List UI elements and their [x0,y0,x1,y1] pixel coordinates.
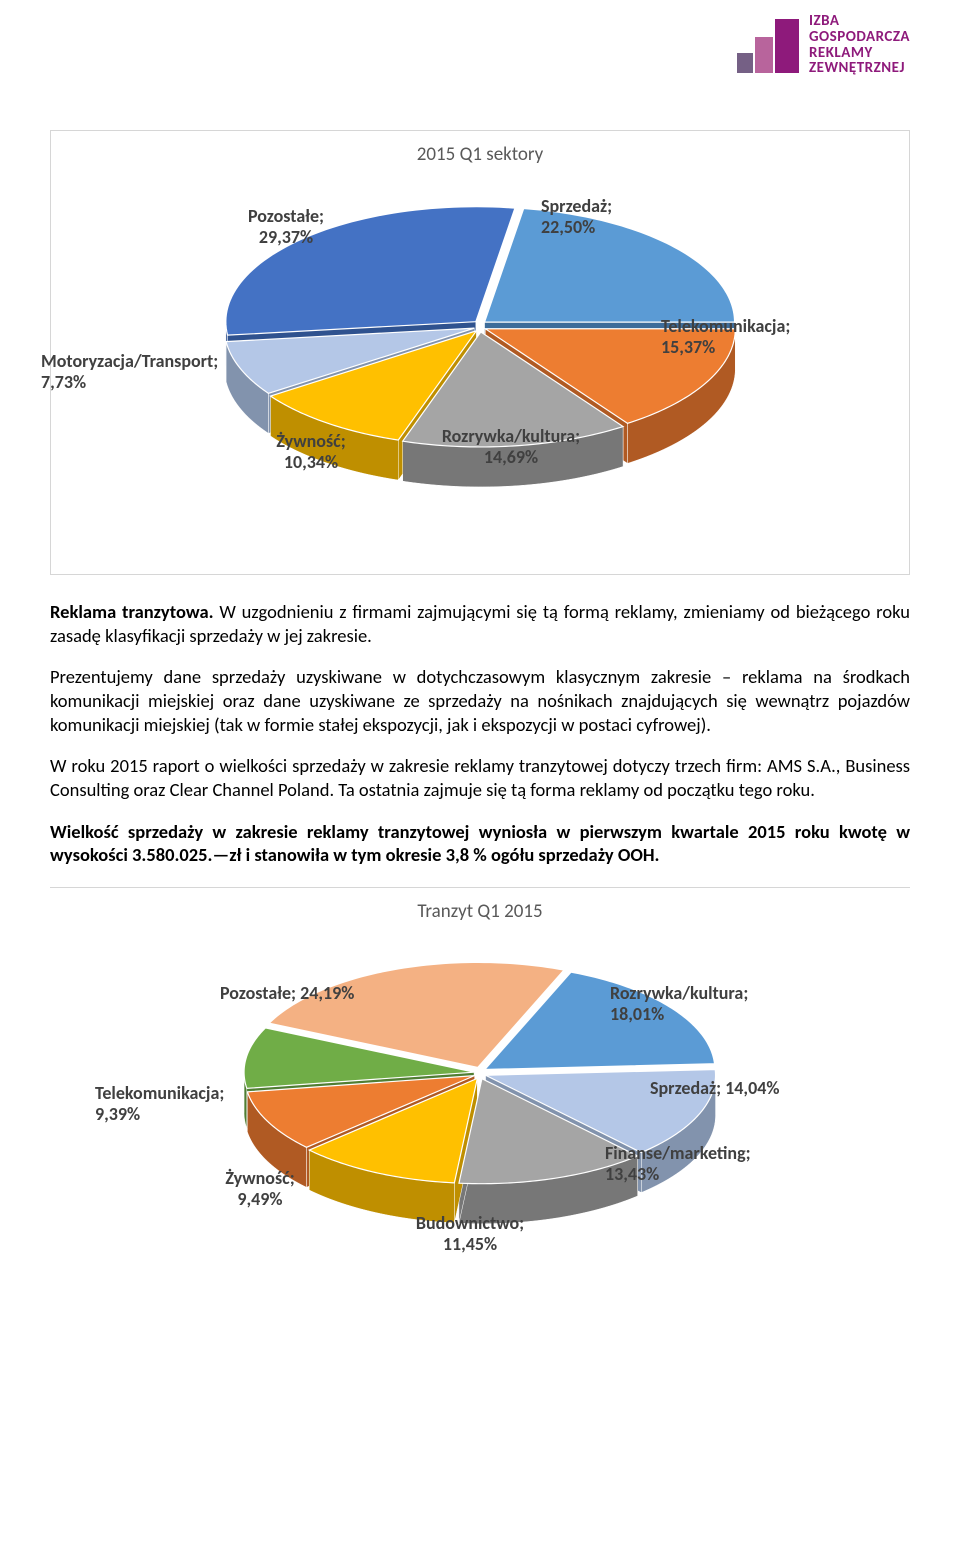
logo-line-4: ZEWNĘTRZNEJ [809,61,910,77]
para1-lead: Reklama tranzytowa. [50,600,214,623]
chart1-pie: Sprzedaż;22,50% Telekomunikacja;15,37% Roz… [51,171,909,574]
slice-label: Pozostałe; 24,19% [220,983,354,1004]
paragraph-1: Reklama tranzytowa. W uzgodnieniu z firm… [50,600,910,647]
paragraph-2: Prezentujemy dane sprzedaży uzyskiwane w… [50,665,910,736]
brand-logo: IZBA GOSPODARCZA REKLAMY ZEWNĘTRZNEJ [733,14,910,77]
slice-label: Sprzedaż;22,50% [541,196,612,237]
slice-label: Finanse/marketing;13,43% [605,1143,751,1184]
logo-text: IZBA GOSPODARCZA REKLAMY ZEWNĘTRZNEJ [809,14,910,77]
slice-label: Pozostałe;29,37% [201,206,371,247]
slice-label: Telekomunikacja;9,39% [95,1083,224,1124]
chart2-title: Tranzyt Q1 2015 [50,900,910,923]
chart-tranzyt-q1-2015: Tranzyt Q1 2015 Rozrywka/kultura;18,01% S… [50,887,910,1287]
logo-bars-icon [733,15,803,77]
slice-label: Motoryzacja/Transport;7,73% [41,351,281,392]
chart1-title: 2015 Q1 sektory [51,143,909,166]
body-text: Reklama tranzytowa. W uzgodnieniu z firm… [50,600,910,867]
slice-label: Rozrywka/kultura;18,01% [610,983,748,1024]
slice-label: Żywność;10,34% [241,431,381,472]
slice-label: Rozrywka/kultura;14,69% [411,426,611,467]
slice-label: Sprzedaż; 14,04% [650,1078,779,1099]
paragraph-3: W roku 2015 raport o wielkości sprzedaży… [50,754,910,801]
paragraph-4: Wielkość sprzedaży w zakresie reklamy tr… [50,820,910,867]
slice-label: Telekomunikacja;15,37% [661,316,790,357]
slice-label: Budownictwo;11,45% [385,1213,555,1254]
chart2-pie: Rozrywka/kultura;18,01% Sprzedaż; 14,04% F… [50,928,910,1287]
slice-label: Żywność;9,49% [190,1168,330,1209]
chart-2015-q1-sektory: 2015 Q1 sektory Sprzedaż;22,50% Telekomun… [50,130,910,575]
